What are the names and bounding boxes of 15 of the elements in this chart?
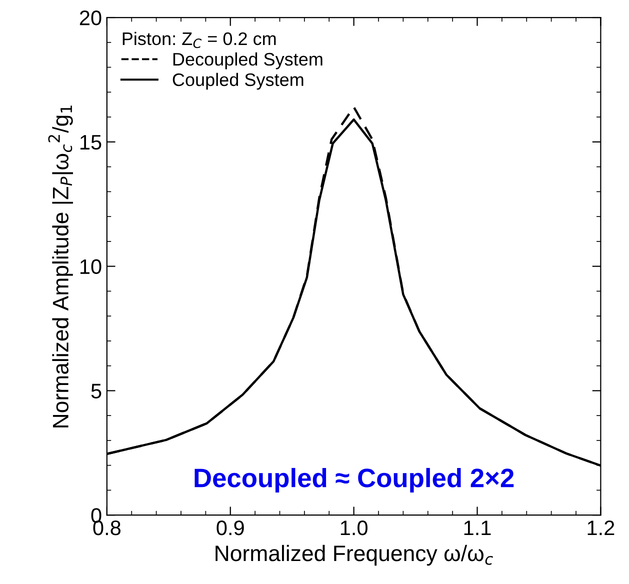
- annotation: Decoupled ≈ Coupled 2×2: [194, 468, 514, 493]
- legend-title: Piston: Z$_{C}$ = 0.2 cm: [122, 32, 276, 48]
- x-tick-label: 1.0: [340, 520, 368, 536]
- x-tick-label: 0.8: [93, 520, 121, 536]
- y-tick-label: 20: [80, 10, 102, 26]
- x-axis-title: Normalized Frequency ω/ω$_{c}$: [216, 544, 493, 566]
- x-tick-label: 1.1: [464, 520, 491, 536]
- x-tick-label: 1.2: [588, 520, 614, 536]
- y-tick-label: 5: [91, 384, 102, 398]
- x-tick-label: 0.9: [216, 520, 244, 536]
- legend-label: Decoupled System: [173, 52, 322, 70]
- y-tick-label: 15: [80, 135, 102, 150]
- legend-label: Coupled System: [172, 72, 304, 90]
- y-tick-label: 10: [80, 259, 102, 274]
- y-axis-title: Normalized Amplitude |Z$_{P}$|ω$_{c}$$^{2}$/g$_{1}$: [48, 106, 73, 428]
